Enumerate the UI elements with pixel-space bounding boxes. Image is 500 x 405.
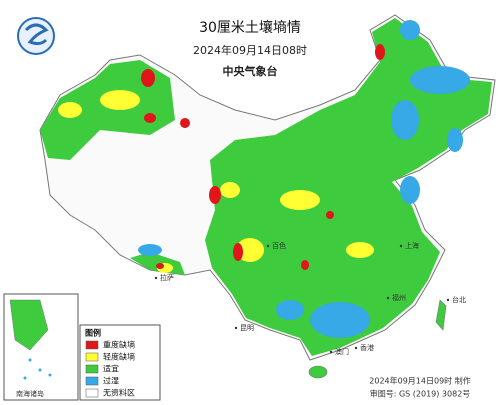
footer-made: 2024年09月14日09时 制作 <box>369 376 470 386</box>
inset-islands <box>23 358 52 380</box>
island-hainan <box>308 365 328 379</box>
legend-swatch <box>85 364 99 374</box>
city-dot <box>234 326 238 330</box>
map-date: 2024年09月14日08时 <box>193 43 307 57</box>
map-title: 30厘米土壤墒情 <box>199 19 301 36</box>
region-severe-drought <box>141 44 385 270</box>
city-dot <box>354 346 358 350</box>
island-taiwan <box>435 299 447 331</box>
city-label: 台北 <box>452 295 466 304</box>
legend-swatch <box>85 376 99 386</box>
legend-label: 过湿 <box>103 376 119 386</box>
footer-approval: 审图号: GS (2019) 3082号 <box>370 389 471 399</box>
inset-label: 南海诸岛 <box>16 389 44 398</box>
legend-swatch <box>85 340 99 350</box>
legend-swatch <box>85 352 99 362</box>
city-label: 上海 <box>405 241 419 250</box>
legend-label: 无资料区 <box>103 388 135 398</box>
city-dot <box>154 276 158 280</box>
legend-title: 图例 <box>85 328 101 338</box>
legend-swatch <box>85 388 99 398</box>
city-label: 百色 <box>272 241 286 250</box>
map-agency: 中央气象台 <box>223 64 278 78</box>
legend-label: 适宜 <box>103 364 119 374</box>
region-light-drought <box>58 90 374 273</box>
region-wet <box>138 20 470 338</box>
city-label: 澳门 <box>335 347 349 356</box>
city-dot <box>386 296 390 300</box>
legend-label: 重度缺墒 <box>103 340 135 350</box>
city-dot <box>446 298 450 302</box>
city-label: 福州 <box>392 293 406 302</box>
city-label: 香港 <box>360 343 374 352</box>
inset-land <box>9 299 49 351</box>
logo <box>17 17 55 55</box>
city-label: 昆明 <box>240 324 254 332</box>
city-label: 拉萨 <box>160 273 174 282</box>
region-suitable <box>40 60 175 160</box>
legend-label: 轻度缺墒 <box>103 352 135 362</box>
city-dot <box>399 244 403 248</box>
city-dot <box>266 244 270 248</box>
region-suitable <box>205 18 492 356</box>
city-dot <box>329 350 333 354</box>
legend-frame <box>79 324 161 401</box>
